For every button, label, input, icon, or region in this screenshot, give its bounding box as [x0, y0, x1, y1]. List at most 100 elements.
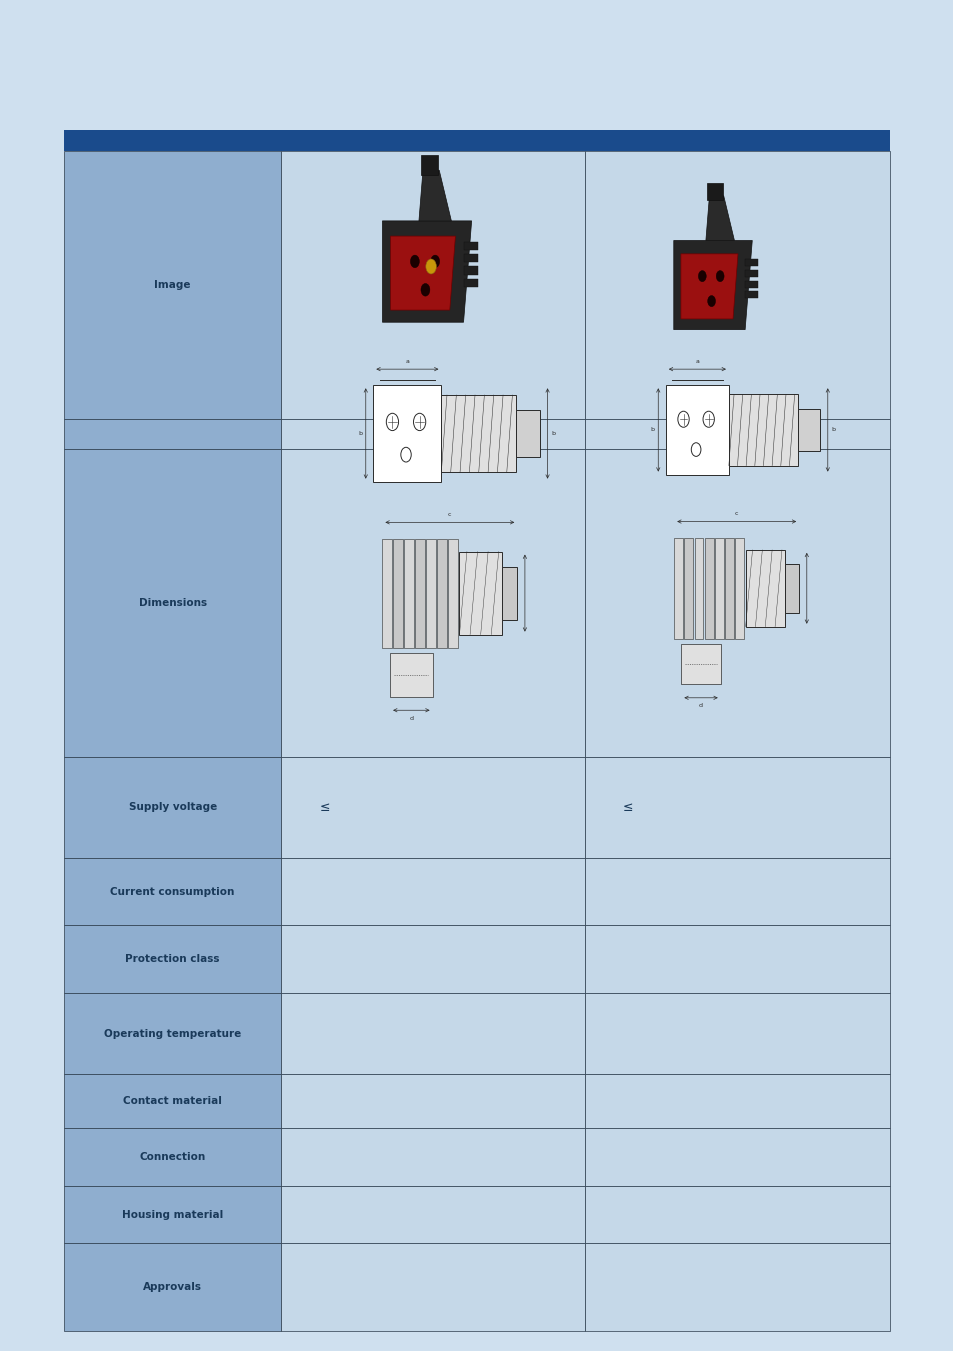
Bar [281, 1128, 584, 1186]
Bar [463, 266, 477, 274]
Bar [584, 449, 889, 757]
Bar [683, 538, 693, 639]
Polygon shape [680, 254, 738, 319]
Bar [744, 270, 758, 277]
Bar [373, 385, 441, 481]
Bar [448, 539, 457, 647]
Bar [64, 1074, 281, 1128]
Bar [724, 538, 733, 639]
Bar [694, 538, 702, 639]
Circle shape [386, 413, 398, 431]
Bar [744, 281, 758, 288]
Text: ≤: ≤ [622, 801, 633, 813]
Bar [584, 419, 889, 449]
Bar [459, 551, 501, 635]
Polygon shape [382, 222, 471, 322]
Bar [281, 1186, 584, 1243]
Text: c: c [734, 511, 738, 516]
Bar [584, 151, 889, 419]
Text: Connection: Connection [139, 1152, 206, 1162]
Bar [704, 538, 713, 639]
Bar [281, 925, 584, 993]
Bar [584, 993, 889, 1074]
Bar [404, 539, 414, 647]
Bar [64, 993, 281, 1074]
Bar [463, 278, 477, 286]
Bar [674, 538, 682, 639]
Polygon shape [673, 240, 752, 330]
Bar [382, 539, 392, 647]
Text: Housing material: Housing material [122, 1209, 223, 1220]
Circle shape [702, 411, 714, 427]
Bar [584, 858, 889, 925]
Circle shape [678, 411, 688, 427]
Text: a: a [405, 359, 409, 363]
Bar [416, 539, 424, 647]
Text: c: c [448, 512, 451, 517]
Circle shape [420, 284, 430, 296]
Bar [745, 550, 784, 627]
Bar [680, 644, 720, 685]
Bar [390, 653, 432, 697]
Bar [64, 1243, 281, 1331]
Bar [501, 566, 517, 620]
Polygon shape [418, 170, 451, 222]
Text: Current consumption: Current consumption [111, 886, 234, 897]
Bar [393, 539, 402, 647]
Bar [281, 1074, 584, 1128]
Polygon shape [390, 236, 455, 311]
Bar [281, 1243, 584, 1331]
Bar [798, 408, 820, 451]
Text: Operating temperature: Operating temperature [104, 1028, 241, 1039]
Text: b: b [831, 427, 835, 432]
Text: Approvals: Approvals [143, 1282, 202, 1292]
Bar [64, 1186, 281, 1243]
Bar [706, 182, 722, 200]
Bar [281, 449, 584, 757]
Bar [715, 538, 723, 639]
Circle shape [400, 447, 411, 462]
Circle shape [698, 270, 705, 282]
Bar [665, 385, 728, 474]
Bar [64, 151, 281, 419]
Text: b: b [650, 427, 654, 432]
Bar [437, 539, 446, 647]
Text: b: b [551, 431, 555, 436]
Bar [281, 419, 584, 449]
Text: Image: Image [154, 280, 191, 290]
Bar [735, 538, 743, 639]
Bar [64, 449, 281, 757]
Text: ≤: ≤ [319, 801, 330, 813]
Circle shape [691, 443, 700, 457]
Bar [584, 1243, 889, 1331]
Bar [64, 925, 281, 993]
Bar [64, 858, 281, 925]
Bar [584, 1186, 889, 1243]
Bar [64, 130, 889, 151]
Text: d: d [409, 716, 413, 720]
Bar [426, 539, 436, 647]
Bar [281, 151, 584, 419]
Circle shape [425, 259, 436, 274]
Bar [64, 757, 281, 858]
Bar [744, 259, 758, 266]
Bar [64, 1128, 281, 1186]
Circle shape [707, 296, 715, 307]
Bar [463, 254, 477, 262]
Bar [420, 155, 438, 176]
Bar [728, 394, 798, 466]
Text: d: d [699, 704, 702, 708]
Bar [516, 411, 539, 457]
Bar [64, 419, 281, 449]
Text: Protection class: Protection class [125, 954, 220, 965]
Bar [441, 394, 516, 471]
Bar [281, 993, 584, 1074]
Circle shape [413, 413, 425, 431]
Text: b: b [357, 431, 361, 436]
Bar [784, 563, 799, 613]
Bar [584, 757, 889, 858]
Polygon shape [705, 196, 734, 240]
Bar [584, 925, 889, 993]
Text: Contact material: Contact material [123, 1096, 222, 1106]
Text: Dimensions: Dimensions [138, 597, 207, 608]
